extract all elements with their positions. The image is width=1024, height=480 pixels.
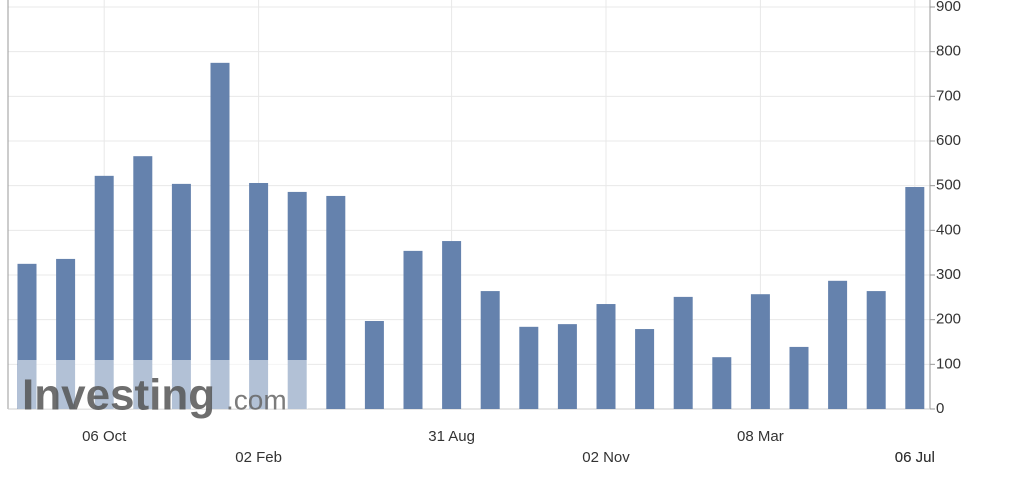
- bar: [673, 296, 693, 409]
- bar: [249, 182, 269, 409]
- y-tick-label: 200: [936, 311, 961, 328]
- bar: [171, 183, 191, 409]
- bar: [287, 191, 307, 409]
- x-tick-label: 02 Nov: [582, 449, 630, 466]
- bar: [557, 324, 577, 409]
- y-tick-label: 800: [936, 43, 961, 60]
- y-tick-label: 400: [936, 221, 961, 238]
- bar: [442, 241, 462, 409]
- bar: [866, 291, 886, 409]
- bar: [905, 187, 925, 409]
- bar: [94, 175, 114, 409]
- bar: [789, 346, 809, 409]
- bar: [596, 304, 616, 409]
- x-tick-label: 06 Jul: [895, 449, 935, 466]
- x-marker-label: 06 Jul: [895, 449, 935, 466]
- bar: [635, 329, 655, 409]
- x-tick-label: 06 Oct: [82, 428, 127, 445]
- watermark-suffix: .com: [226, 384, 287, 415]
- watermark-backdrop: [18, 360, 308, 409]
- bar: [750, 294, 770, 409]
- bar: [364, 321, 384, 409]
- y-tick-label: 700: [936, 87, 961, 104]
- bar: [712, 357, 732, 409]
- y-tick-label: 100: [936, 355, 961, 372]
- y-tick-label: 0: [936, 400, 944, 417]
- x-tick-label: 02 Feb: [235, 449, 282, 466]
- bar: [326, 195, 346, 409]
- bar: [480, 291, 500, 409]
- x-tick-label: 08 Mar: [737, 428, 784, 445]
- x-tick-label: 31 Aug: [428, 428, 475, 445]
- y-tick-label: 300: [936, 266, 961, 283]
- bar: [210, 62, 230, 409]
- bar: [403, 250, 423, 409]
- y-tick-label: 600: [936, 132, 961, 149]
- bar: [828, 280, 848, 409]
- y-tick-label: 900: [936, 0, 961, 15]
- y-tick-label: 500: [936, 177, 961, 194]
- watermark-brand: Investing: [22, 371, 215, 420]
- bar: [133, 156, 153, 409]
- bar: [519, 326, 539, 409]
